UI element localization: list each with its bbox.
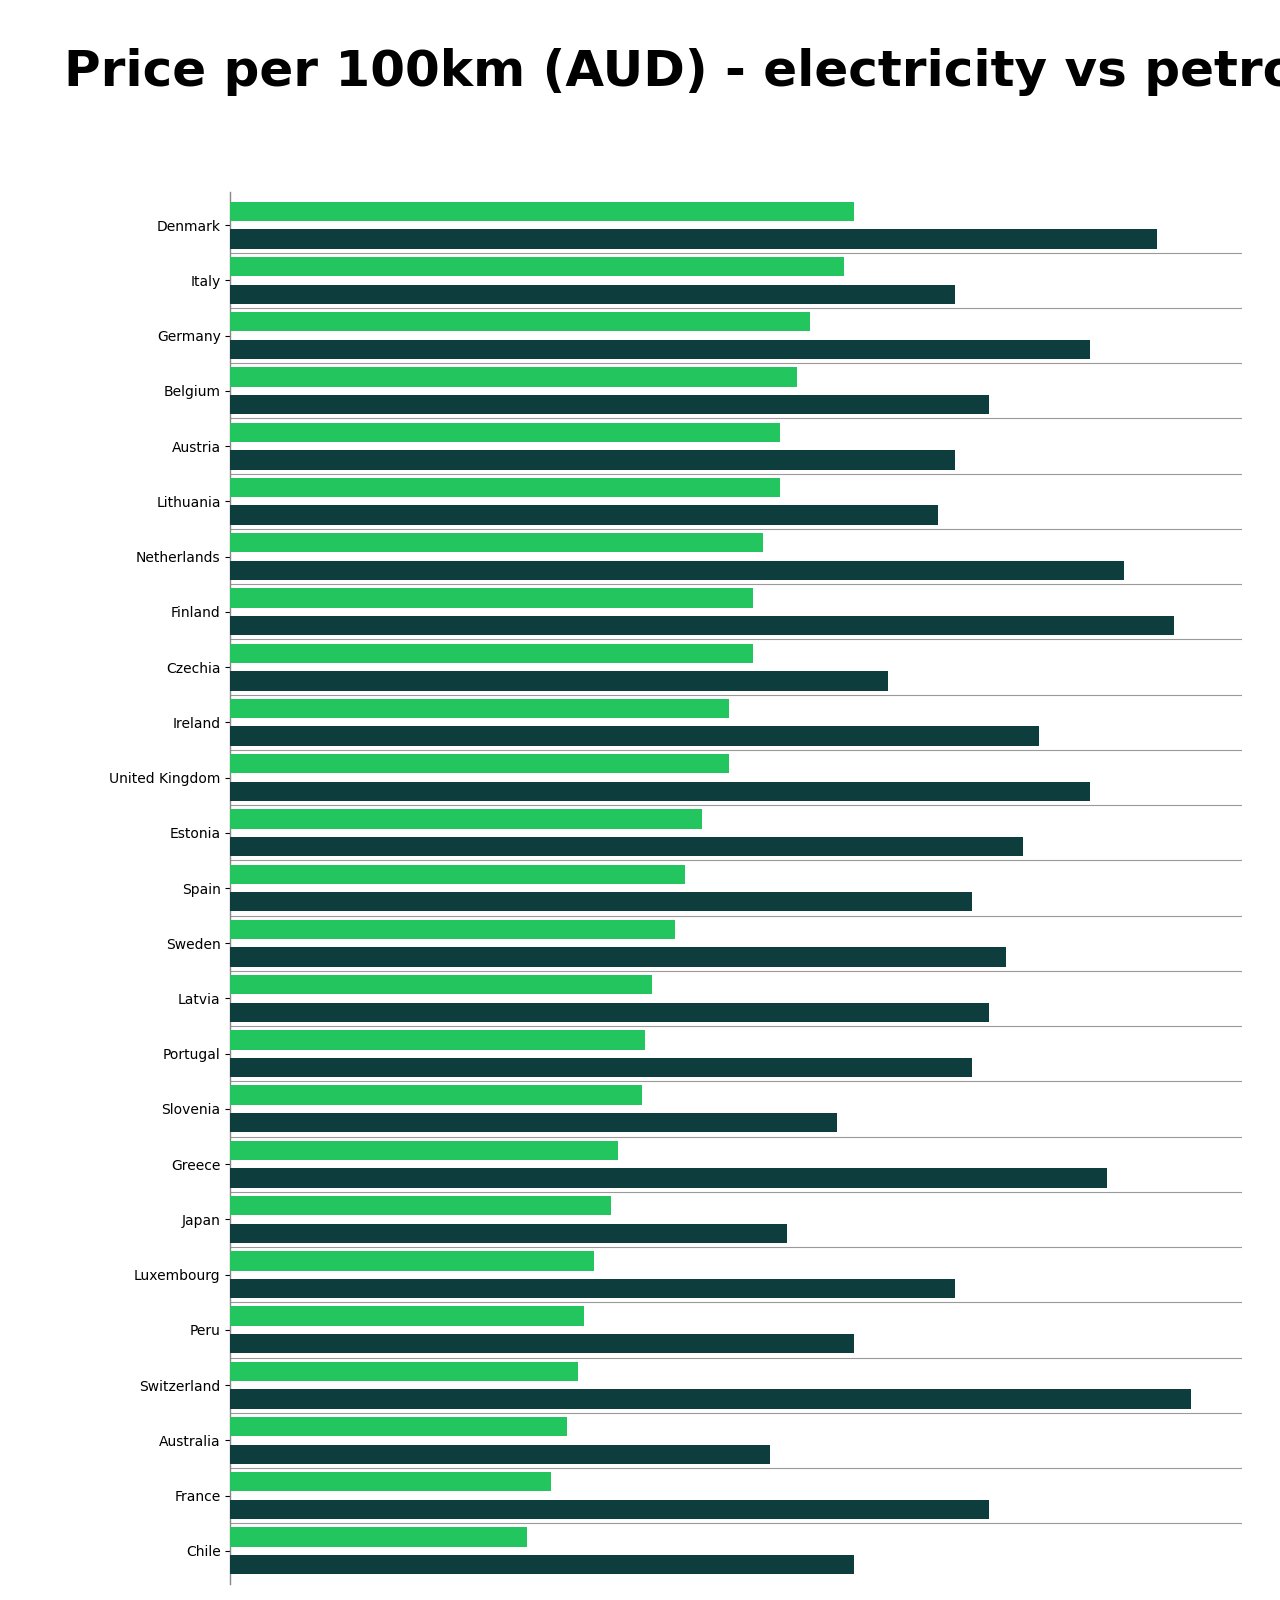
Bar	[230, 754, 730, 773]
Bar	[230, 726, 1039, 746]
Bar	[230, 1334, 854, 1354]
Bar	[230, 560, 1124, 581]
Bar	[230, 1418, 567, 1437]
Bar	[230, 1499, 988, 1518]
Bar	[230, 229, 1157, 248]
Bar	[230, 1058, 972, 1077]
Bar	[230, 947, 1006, 966]
Bar	[230, 699, 730, 718]
Bar	[230, 450, 955, 469]
Bar	[230, 1141, 618, 1160]
Bar	[230, 1224, 786, 1243]
Bar	[230, 1362, 577, 1381]
Bar	[230, 974, 652, 994]
Bar	[230, 533, 763, 552]
Bar	[230, 1445, 769, 1464]
Bar	[230, 339, 1089, 358]
Bar	[230, 616, 1174, 635]
Bar	[230, 1389, 1190, 1408]
Bar	[230, 1030, 645, 1050]
Bar	[230, 893, 972, 912]
Bar	[230, 395, 988, 414]
Bar	[230, 1528, 527, 1547]
Bar	[230, 422, 780, 442]
Bar	[230, 1114, 837, 1133]
Bar	[230, 1472, 550, 1491]
Bar	[230, 478, 780, 498]
Bar	[230, 285, 955, 304]
Bar	[230, 1168, 1107, 1187]
Bar	[230, 810, 703, 829]
Bar	[230, 1195, 612, 1216]
Bar	[230, 589, 753, 608]
Bar	[230, 368, 796, 387]
Bar	[230, 920, 676, 939]
Bar	[230, 312, 810, 331]
Bar	[230, 670, 888, 691]
Bar	[230, 506, 938, 525]
Bar	[230, 864, 686, 883]
Bar	[230, 643, 753, 662]
Bar	[230, 1085, 641, 1106]
Bar	[230, 1278, 955, 1298]
Bar	[230, 258, 844, 277]
Bar	[230, 782, 1089, 802]
Bar	[230, 1003, 988, 1022]
Bar	[230, 1555, 854, 1574]
Bar	[230, 837, 1023, 856]
Bar	[230, 1251, 594, 1270]
Text: Price per 100km (AUD) - electricity vs petrol: Price per 100km (AUD) - electricity vs p…	[64, 48, 1280, 96]
Bar	[230, 1307, 584, 1326]
Bar	[230, 202, 854, 221]
